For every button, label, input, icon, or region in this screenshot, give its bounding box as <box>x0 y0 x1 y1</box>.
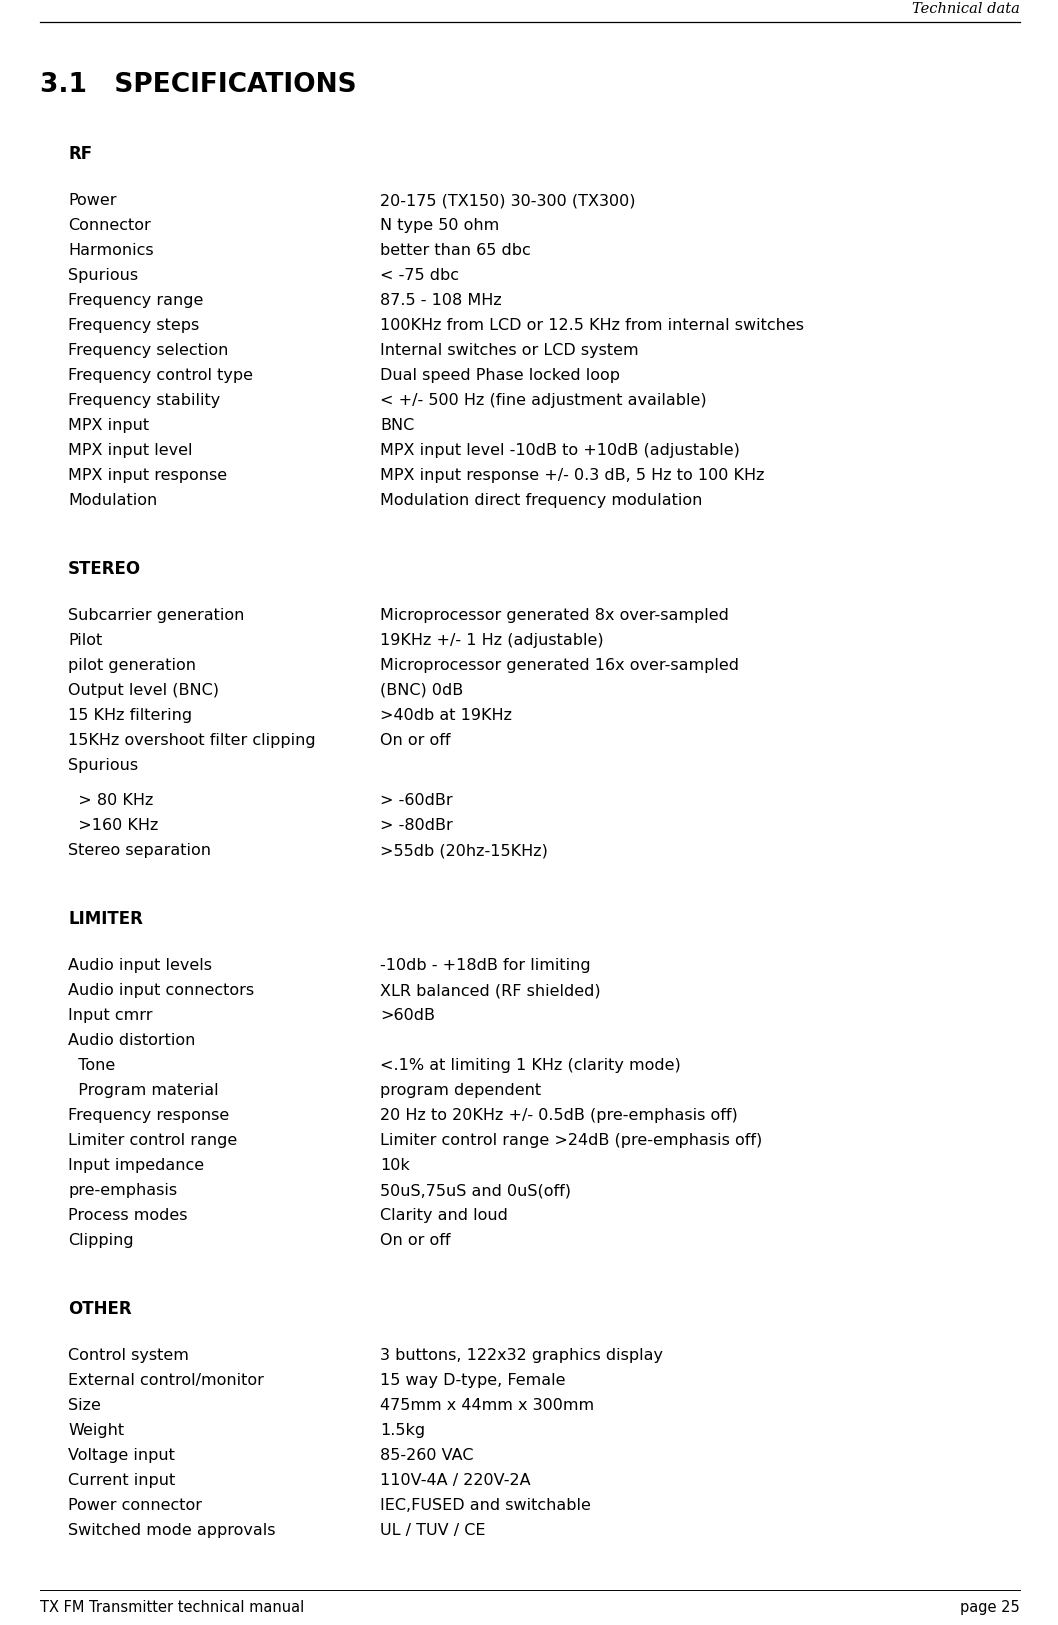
Text: Frequency control type: Frequency control type <box>68 367 253 383</box>
Text: XLR balanced (RF shielded): XLR balanced (RF shielded) <box>380 983 601 998</box>
Text: Output level (BNC): Output level (BNC) <box>68 682 219 699</box>
Text: LIMITER: LIMITER <box>68 910 143 928</box>
Text: 15KHz overshoot filter clipping: 15KHz overshoot filter clipping <box>68 733 315 748</box>
Text: <.1% at limiting 1 KHz (clarity mode): <.1% at limiting 1 KHz (clarity mode) <box>380 1058 680 1072</box>
Text: Power connector: Power connector <box>68 1498 202 1513</box>
Text: MPX input response: MPX input response <box>68 468 227 483</box>
Text: STEREO: STEREO <box>68 561 141 578</box>
Text: Switched mode approvals: Switched mode approvals <box>68 1523 275 1537</box>
Text: N type 50 ohm: N type 50 ohm <box>380 218 499 232</box>
Text: OTHER: OTHER <box>68 1300 131 1318</box>
Text: Weight: Weight <box>68 1424 124 1438</box>
Text: 20 Hz to 20KHz +/- 0.5dB (pre-emphasis off): 20 Hz to 20KHz +/- 0.5dB (pre-emphasis o… <box>380 1108 737 1123</box>
Text: Frequency selection: Frequency selection <box>68 343 229 358</box>
Text: 87.5 - 108 MHz: 87.5 - 108 MHz <box>380 292 501 309</box>
Text: RF: RF <box>68 145 92 162</box>
Text: Current input: Current input <box>68 1472 176 1488</box>
Text: MPX input level: MPX input level <box>68 444 193 458</box>
Text: Voltage input: Voltage input <box>68 1448 175 1462</box>
Text: (BNC) 0dB: (BNC) 0dB <box>380 682 463 699</box>
Text: Spurious: Spurious <box>68 757 139 773</box>
Text: 50uS,75uS and 0uS(off): 50uS,75uS and 0uS(off) <box>380 1183 571 1198</box>
Text: 15 way D-type, Female: 15 way D-type, Female <box>380 1373 565 1388</box>
Text: > -80dBr: > -80dBr <box>380 817 453 834</box>
Text: MPX input: MPX input <box>68 418 149 432</box>
Text: Limiter control range: Limiter control range <box>68 1133 237 1147</box>
Text: Input impedance: Input impedance <box>68 1159 204 1173</box>
Text: Connector: Connector <box>68 218 150 232</box>
Text: 110V-4A / 220V-2A: 110V-4A / 220V-2A <box>380 1472 531 1488</box>
Text: UL / TUV / CE: UL / TUV / CE <box>380 1523 486 1537</box>
Text: Input cmrr: Input cmrr <box>68 1008 152 1024</box>
Text: >60dB: >60dB <box>380 1008 435 1024</box>
Text: Program material: Program material <box>68 1082 219 1098</box>
Text: Limiter control range >24dB (pre-emphasis off): Limiter control range >24dB (pre-emphasi… <box>380 1133 762 1147</box>
Text: Subcarrier generation: Subcarrier generation <box>68 608 244 622</box>
Text: Modulation: Modulation <box>68 492 158 509</box>
Text: pre-emphasis: pre-emphasis <box>68 1183 177 1198</box>
Text: BNC: BNC <box>380 418 415 432</box>
Text: 3.1   SPECIFICATIONS: 3.1 SPECIFICATIONS <box>40 72 357 98</box>
Text: Microprocessor generated 16x over-sampled: Microprocessor generated 16x over-sample… <box>380 658 738 673</box>
Text: program dependent: program dependent <box>380 1082 541 1098</box>
Text: 475mm x 44mm x 300mm: 475mm x 44mm x 300mm <box>380 1398 595 1414</box>
Text: Spurious: Spurious <box>68 268 139 283</box>
Text: On or off: On or off <box>380 733 451 748</box>
Text: 100KHz from LCD or 12.5 KHz from internal switches: 100KHz from LCD or 12.5 KHz from interna… <box>380 318 804 333</box>
Text: < +/- 500 Hz (fine adjustment available): < +/- 500 Hz (fine adjustment available) <box>380 393 707 408</box>
Text: Size: Size <box>68 1398 101 1414</box>
Text: MPX input response +/- 0.3 dB, 5 Hz to 100 KHz: MPX input response +/- 0.3 dB, 5 Hz to 1… <box>380 468 765 483</box>
Text: Microprocessor generated 8x over-sampled: Microprocessor generated 8x over-sampled <box>380 608 729 622</box>
Text: Dual speed Phase locked loop: Dual speed Phase locked loop <box>380 367 620 383</box>
Text: Harmonics: Harmonics <box>68 244 153 258</box>
Text: MPX input level -10dB to +10dB (adjustable): MPX input level -10dB to +10dB (adjustab… <box>380 444 740 458</box>
Text: On or off: On or off <box>380 1233 451 1248</box>
Text: Internal switches or LCD system: Internal switches or LCD system <box>380 343 639 358</box>
Text: >40db at 19KHz: >40db at 19KHz <box>380 708 512 723</box>
Text: 10k: 10k <box>380 1159 409 1173</box>
Text: 1.5kg: 1.5kg <box>380 1424 425 1438</box>
Text: >160 KHz: >160 KHz <box>68 817 159 834</box>
Text: > 80 KHz: > 80 KHz <box>68 793 153 808</box>
Text: -10db - +18dB for limiting: -10db - +18dB for limiting <box>380 959 590 973</box>
Text: < -75 dbc: < -75 dbc <box>380 268 459 283</box>
Text: External control/monitor: External control/monitor <box>68 1373 263 1388</box>
Text: Frequency response: Frequency response <box>68 1108 230 1123</box>
Text: Technical data: Technical data <box>912 2 1020 16</box>
Text: page 25: page 25 <box>961 1601 1020 1615</box>
Text: Power: Power <box>68 193 116 208</box>
Text: IEC,FUSED and switchable: IEC,FUSED and switchable <box>380 1498 590 1513</box>
Text: Frequency range: Frequency range <box>68 292 203 309</box>
Text: Audio input connectors: Audio input connectors <box>68 983 254 998</box>
Text: Stereo separation: Stereo separation <box>68 843 211 858</box>
Text: Clipping: Clipping <box>68 1233 133 1248</box>
Text: Control system: Control system <box>68 1349 189 1363</box>
Text: 85-260 VAC: 85-260 VAC <box>380 1448 474 1462</box>
Text: 3 buttons, 122x32 graphics display: 3 buttons, 122x32 graphics display <box>380 1349 663 1363</box>
Text: Modulation direct frequency modulation: Modulation direct frequency modulation <box>380 492 703 509</box>
Text: Tone: Tone <box>68 1058 115 1072</box>
Text: Clarity and loud: Clarity and loud <box>380 1207 508 1224</box>
Text: Process modes: Process modes <box>68 1207 187 1224</box>
Text: 15 KHz filtering: 15 KHz filtering <box>68 708 193 723</box>
Text: Pilot: Pilot <box>68 634 103 648</box>
Text: Frequency stability: Frequency stability <box>68 393 220 408</box>
Text: better than 65 dbc: better than 65 dbc <box>380 244 531 258</box>
Text: 19KHz +/- 1 Hz (adjustable): 19KHz +/- 1 Hz (adjustable) <box>380 634 604 648</box>
Text: >55db (20hz-15KHz): >55db (20hz-15KHz) <box>380 843 548 858</box>
Text: pilot generation: pilot generation <box>68 658 196 673</box>
Text: 20-175 (TX150) 30-300 (TX300): 20-175 (TX150) 30-300 (TX300) <box>380 193 636 208</box>
Text: Audio input levels: Audio input levels <box>68 959 212 973</box>
Text: > -60dBr: > -60dBr <box>380 793 453 808</box>
Text: TX FM Transmitter technical manual: TX FM Transmitter technical manual <box>40 1601 305 1615</box>
Text: Frequency steps: Frequency steps <box>68 318 199 333</box>
Text: Audio distortion: Audio distortion <box>68 1034 196 1048</box>
